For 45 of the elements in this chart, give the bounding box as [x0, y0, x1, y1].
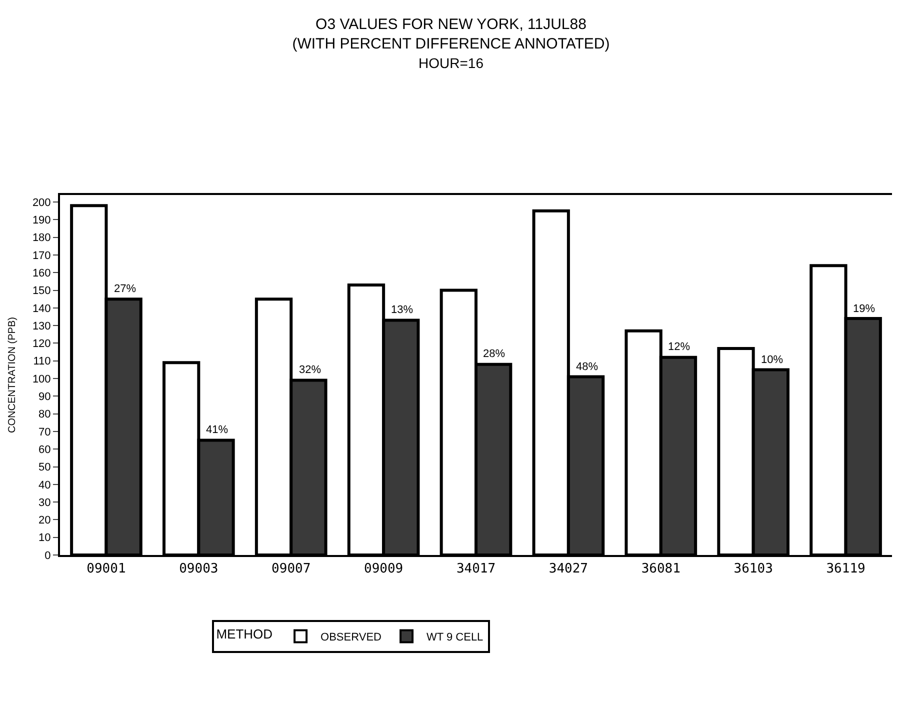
annotation: 48% [576, 361, 598, 373]
annotation: 12% [668, 341, 690, 353]
chart-title: O3 VALUES FOR NEW YORK, 11JUL88 (WITH PERCENT DIFFERENCE ANNOTATED) [292, 16, 610, 52]
y-tick-label: 130 [32, 320, 51, 332]
y-tick-label: 70 [38, 426, 51, 438]
x-tick-label: 09009 [364, 562, 404, 577]
legend-title: METHOD [216, 626, 273, 642]
y-tick-label: 140 [32, 302, 51, 315]
x-tick-label: 09003 [179, 562, 218, 577]
annotation: 27% [114, 283, 136, 295]
y-axis-title: CONCENTRATION (PPB) [6, 317, 18, 433]
x-tick-label: 36081 [641, 562, 680, 577]
y-tick-label: 90 [38, 391, 51, 404]
legend-label: OBSERVED [320, 632, 382, 644]
y-tick-label: 180 [32, 232, 51, 244]
y-tick-label: 30 [38, 496, 51, 509]
y-tick-label: 60 [38, 444, 51, 456]
annotation: 19% [853, 303, 876, 315]
y-tick-label: 40 [38, 479, 51, 492]
y-tick-label: 100 [32, 373, 51, 386]
y-tick-label: 120 [32, 338, 51, 350]
y-tick-label: 160 [32, 268, 51, 280]
x-tick-label: 36119 [826, 562, 866, 577]
x-tick-label: 34027 [548, 562, 588, 577]
y-tick-label: 190 [32, 214, 51, 227]
y-tick-label: 0 [44, 550, 51, 562]
annotation: 41% [206, 424, 228, 436]
annotation: 10% [761, 354, 784, 366]
y-tick-label: 20 [38, 514, 51, 527]
x-tick-label: 34017 [456, 562, 496, 577]
x-tick-label: 09001 [86, 562, 126, 577]
y-tick-label: 50 [38, 462, 51, 474]
y-tick-label: 10 [38, 532, 51, 544]
y-tick-label: 200 [32, 196, 51, 209]
chart-subtitle: HOUR=16 [418, 55, 484, 71]
annotation: 28% [483, 348, 506, 360]
y-tick-label: 80 [38, 408, 51, 421]
legend-label: WT 9 CELL [426, 632, 484, 644]
y-tick-label: 150 [32, 285, 51, 298]
annotation: 32% [299, 364, 322, 376]
x-tick-label: 09007 [272, 562, 311, 577]
y-tick-label: 170 [32, 250, 51, 262]
annotation: 13% [391, 304, 414, 316]
y-tick-label: 110 [33, 356, 51, 368]
x-tick-label: 36103 [734, 562, 773, 577]
